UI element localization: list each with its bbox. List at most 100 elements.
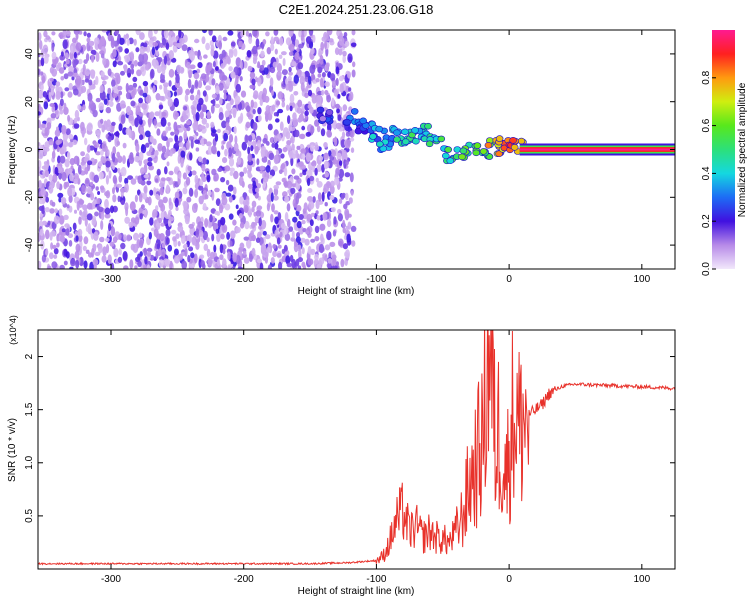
- spectrogram-noise-cell: [168, 216, 175, 222]
- spectrogram-noise-cell: [321, 89, 325, 96]
- spectrogram-noise-cell: [308, 75, 312, 85]
- spectrogram-noise-cell: [163, 55, 168, 65]
- spectrogram-noise-cell: [181, 235, 186, 244]
- spectrogram-noise-cell: [248, 135, 253, 142]
- spectrogram-noise-cell: [211, 168, 217, 176]
- spectrogram-noise-cell: [77, 164, 82, 175]
- spectrogram-noise-cell: [304, 92, 309, 99]
- spectrogram-noise-cell: [105, 237, 110, 242]
- spectrogram-noise-cell: [57, 192, 64, 198]
- spectrogram-noise-cell: [199, 139, 205, 145]
- spectrogram-noise-cell: [345, 131, 351, 137]
- spectrogram-noise-cell: [43, 55, 49, 64]
- spectrogram-noise-cell: [306, 177, 311, 187]
- spectrogram-noise-cell: [252, 108, 256, 115]
- spectrogram-noise-cell: [287, 115, 291, 125]
- spectrogram-noise-cell: [103, 98, 108, 105]
- spectrogram-noise-cell: [228, 196, 233, 203]
- spectrogram-noise-cell: [210, 104, 215, 114]
- spectrogram-noise-cell: [143, 247, 148, 257]
- spectrogram-noise-cell: [161, 66, 166, 76]
- spectrogram-noise-cell: [86, 37, 91, 43]
- spectrogram-noise-cell: [97, 191, 101, 195]
- spectrogram-noise-cell: [70, 258, 76, 267]
- spectrogram-noise-cell: [113, 131, 120, 137]
- spectrogram-noise-cell: [191, 237, 196, 246]
- spectrogram-noise-cell: [66, 204, 70, 209]
- spectrogram-noise-cell: [128, 115, 134, 122]
- spectrogram-noise-cell: [310, 238, 316, 243]
- spectrogram-noise-cell: [50, 87, 55, 96]
- spectrogram-noise-cell: [195, 241, 200, 250]
- spectrogram-noise-cell: [160, 117, 167, 127]
- colorbar-tick-label: 0.2: [701, 214, 712, 228]
- spectrogram-noise-cell: [183, 201, 188, 210]
- spectrogram-noise-cell: [324, 202, 328, 207]
- spectrogram-noise-cell: [314, 167, 318, 176]
- spectrogram-noise-cell: [230, 41, 236, 47]
- spectrogram-noise-cell: [165, 42, 170, 50]
- spectrogram-noise-cell: [321, 72, 326, 78]
- spectrogram-noise-cell: [330, 207, 336, 213]
- spectrogram-noise-cell: [215, 198, 221, 207]
- spectrogram-noise-cell: [191, 170, 197, 176]
- spectrogram-noise-cell: [152, 85, 156, 94]
- spectrogram-noise-cell: [262, 230, 267, 236]
- spectrogram-noise-cell: [172, 236, 177, 242]
- spectrogram-noise-cell: [127, 175, 134, 180]
- spectrogram-noise-cell: [183, 243, 188, 249]
- spectrogram-cells: [38, 30, 675, 269]
- spectrogram-noise-cell: [316, 263, 322, 269]
- spectrogram-noise-cell: [228, 49, 234, 58]
- spectrogram-noise-cell: [39, 228, 44, 236]
- spectrogram-noise-cell: [43, 30, 48, 38]
- spectrogram-noise-cell: [277, 212, 282, 221]
- spectrogram-noise-cell: [135, 142, 140, 153]
- spectrogram-noise-cell: [63, 73, 69, 80]
- spectrogram-noise-cell: [257, 258, 262, 264]
- spectrogram-noise-cell: [168, 197, 172, 206]
- spectrogram-noise-cell: [293, 74, 299, 84]
- spectrogram-noise-cell: [171, 57, 177, 63]
- spectrogram-noise-cell: [236, 156, 242, 165]
- spectrogram-noise-cell: [217, 167, 223, 172]
- spectrogram-noise-cell: [252, 45, 258, 55]
- spectrogram-noise-cell: [103, 75, 109, 80]
- spectrogram-noise-cell: [284, 195, 290, 203]
- spectrogram-signal-cell: [495, 135, 504, 142]
- spectrogram-noise-cell: [162, 130, 167, 137]
- spectrogram-noise-cell: [206, 248, 211, 258]
- spectrogram-noise-cell: [75, 259, 80, 269]
- spectrogram-noise-cell: [88, 100, 94, 109]
- spectrogram-noise-cell: [123, 234, 127, 242]
- spectrogram-noise-cell: [42, 173, 46, 179]
- spectrogram-noise-cell: [261, 219, 267, 230]
- spectrogram-noise-cell: [326, 230, 332, 241]
- spectrogram-noise-cell: [202, 30, 207, 34]
- spectrogram-noise-cell: [45, 35, 51, 40]
- spectrogram-noise-cell: [238, 213, 243, 219]
- spectrogram-noise-cell: [112, 92, 118, 98]
- spectrogram-noise-cell: [202, 230, 208, 241]
- spectrogram-noise-cell: [160, 222, 165, 227]
- spectrogram-signal-cell: [459, 147, 468, 155]
- spectrogram-noise-cell: [95, 52, 100, 62]
- spectrogram-noise-cell: [206, 237, 210, 243]
- spectrogram-noise-cell: [38, 103, 41, 108]
- spectrogram-noise-cell: [286, 262, 292, 268]
- spectrogram-noise-cell: [301, 125, 306, 131]
- spectrogram-noise-cell: [65, 128, 71, 136]
- spectrogram-noise-cell: [345, 249, 350, 259]
- spectrogram-signal-cell: [425, 140, 434, 148]
- spectrogram-noise-cell: [77, 58, 83, 65]
- spectrogram-noise-cell: [297, 265, 302, 269]
- spectrogram-noise-cell: [232, 252, 237, 263]
- spectrogram-noise-cell: [270, 43, 275, 51]
- spectrogram-noise-cell: [307, 196, 313, 202]
- spectrogram-noise-cell: [145, 94, 152, 104]
- spectrogram-noise-cell: [91, 54, 95, 63]
- spectrogram-noise-cell: [83, 31, 87, 37]
- spectrogram-noise-cell: [278, 261, 283, 269]
- spectrogram-noise-cell: [324, 81, 330, 87]
